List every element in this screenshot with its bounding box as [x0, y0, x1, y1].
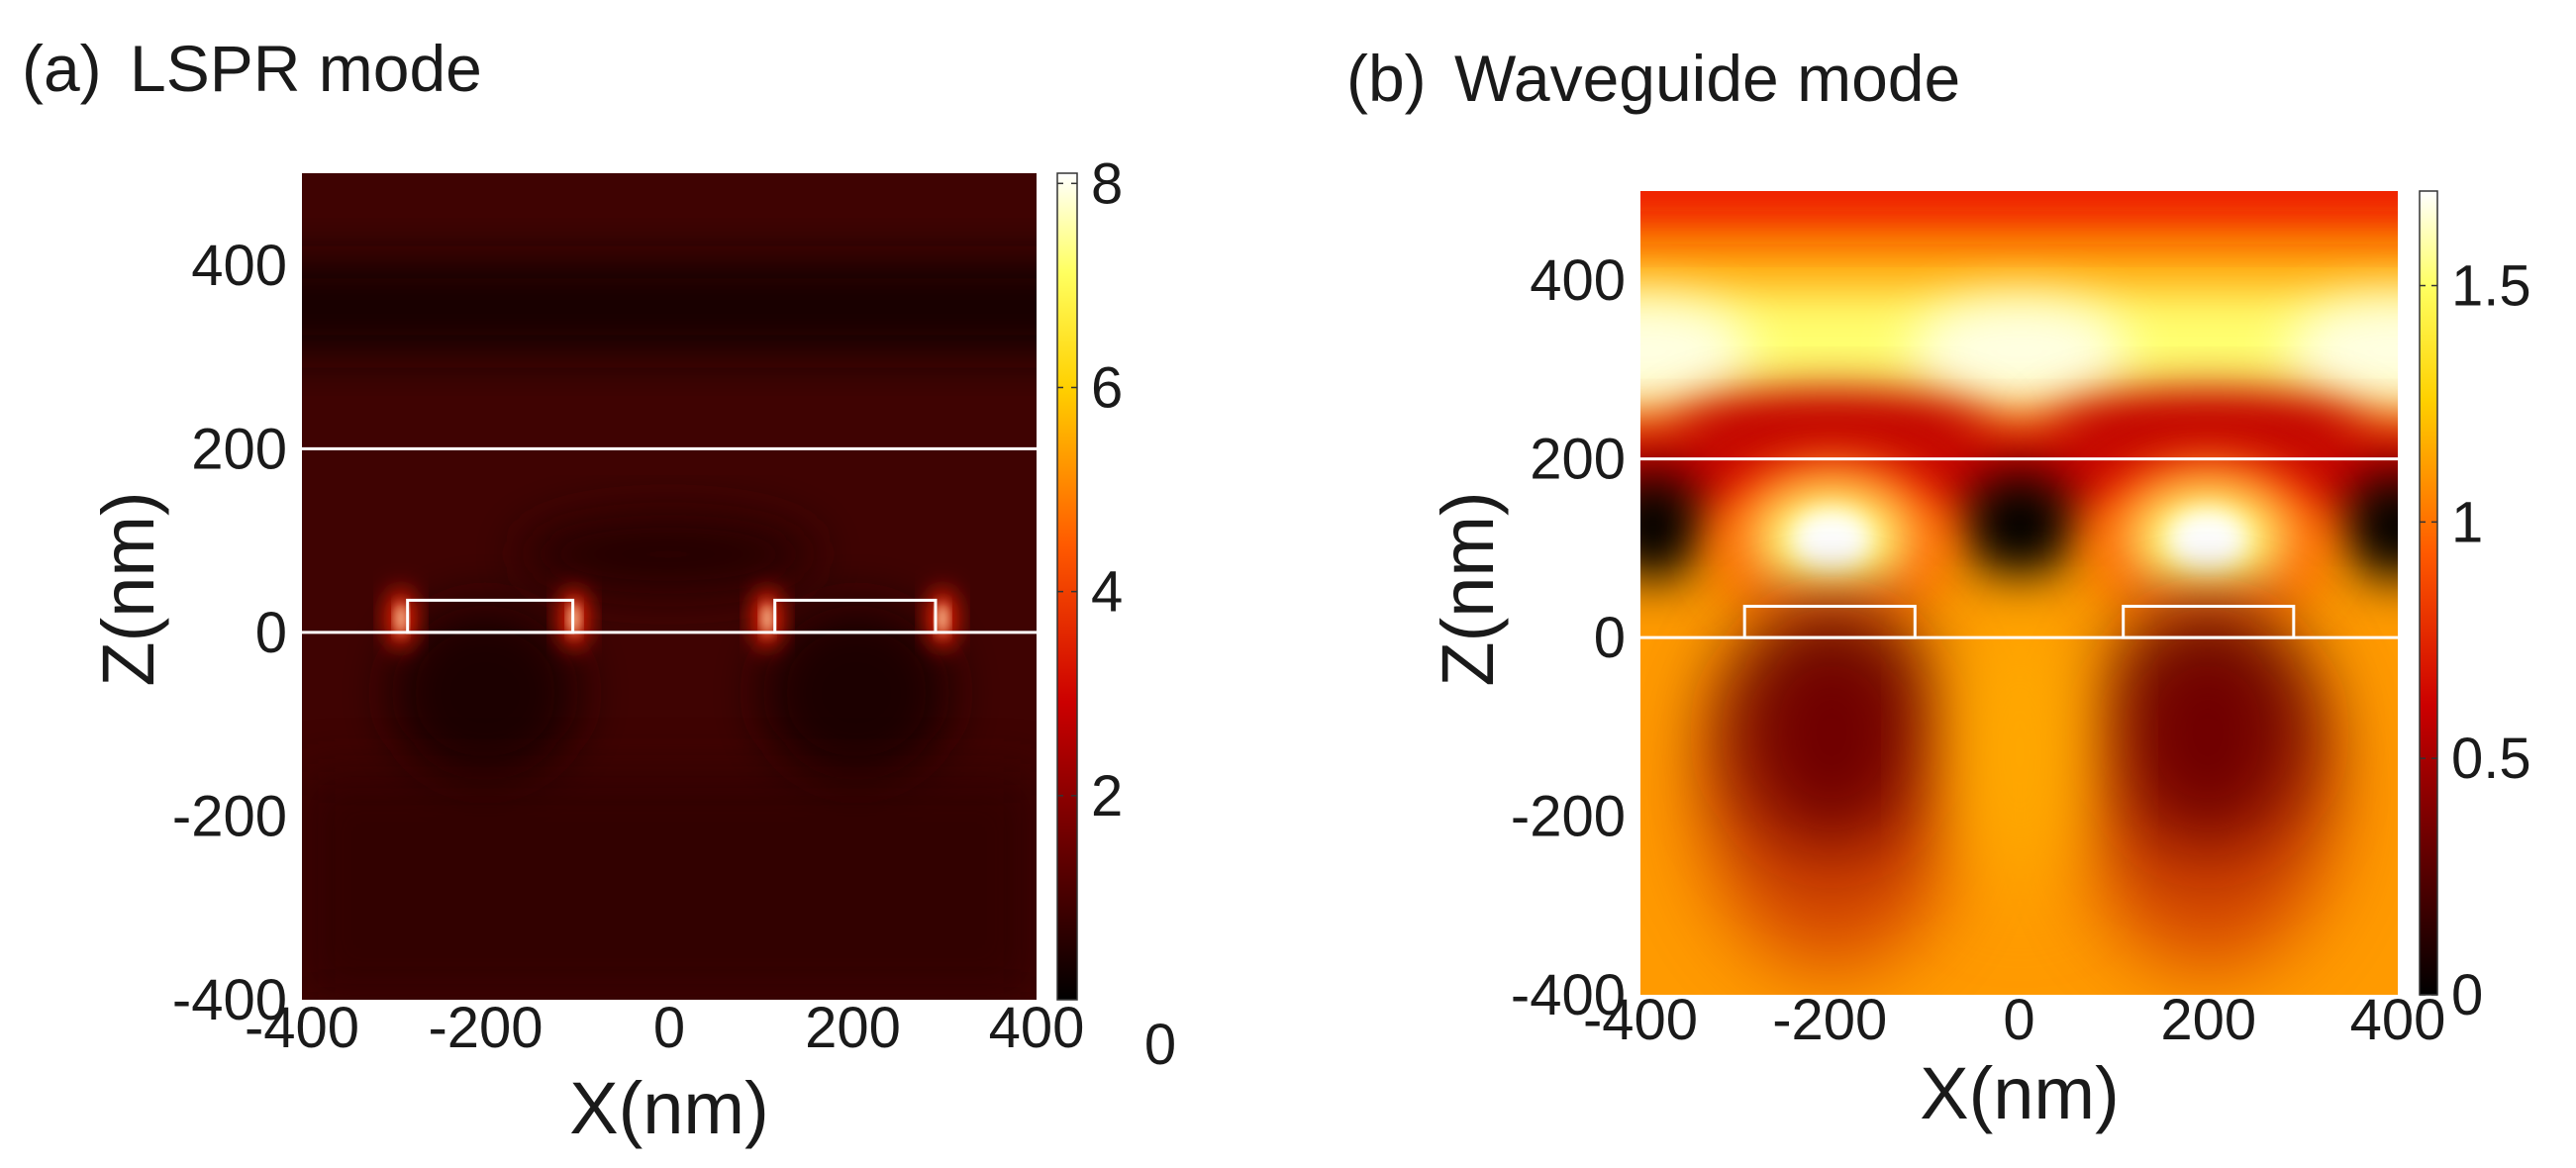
x-tick-label: -200 [428, 996, 543, 1060]
y-tick-label: 0 [255, 601, 287, 665]
panel-a: (a) LSPR mode [22, 32, 1176, 1149]
y-tick-label: -200 [1511, 785, 1626, 849]
colorbar-tick-label: 6 [1091, 355, 1123, 420]
panel-a-title-text: LSPR mode [130, 32, 482, 105]
panel-b-overlay [1640, 457, 2398, 639]
x-tick-label: 200 [2160, 988, 2256, 1052]
colorbar-tick-label: 2 [1091, 764, 1123, 828]
panel-b-x-label: X(nm) [1920, 1052, 2119, 1134]
x-tick-label: 200 [805, 996, 901, 1060]
colorbar-tick-label: 1.5 [2451, 254, 2531, 319]
panel-a-y-label: Z(nm) [87, 491, 169, 686]
y-tick-label: -400 [1511, 963, 1626, 1027]
y-tick-label: 0 [1594, 606, 1626, 670]
panel-b-colorbar-ticks: 0 0.5 1 1.5 [2420, 254, 2531, 1027]
colorbar-tick-label: 0 [2451, 963, 2483, 1027]
x-tick-label: 400 [2350, 988, 2446, 1052]
colorbar-tick-label: 8 [1091, 151, 1123, 216]
panel-a-colorbar-ticks: 2 4 6 8 [1057, 151, 1123, 828]
particle-outline [773, 598, 938, 634]
panel-a-colorbar [1056, 172, 1078, 1001]
panel-b-x-ticks: -400 -200 0 200 400 [1583, 988, 2445, 1052]
x-tick-label: 0 [2003, 988, 2034, 1052]
x-tick-label: -400 [245, 996, 359, 1060]
x-tick-label: 400 [989, 996, 1085, 1060]
x-tick-label: 0 [653, 996, 685, 1060]
colorbar-tick-label: 4 [1091, 560, 1123, 625]
particle-outline [2122, 605, 2296, 639]
panel-b-y-ticks: -400 -200 0 200 400 [1511, 248, 1626, 1027]
colorbar-tick-label: 1 [2451, 490, 2483, 554]
y-tick-label: 400 [1530, 248, 1626, 313]
panel-a-heatmap [302, 173, 1037, 1000]
panel-a-colorbar-zero-label: 0 [1144, 1013, 1176, 1077]
panel-a-overlay [302, 446, 1037, 634]
panel-b-y-label: Z(nm) [1427, 491, 1509, 686]
y-tick-label: -200 [172, 784, 287, 848]
particle-outline [406, 598, 575, 634]
x-tick-label: -200 [1772, 988, 1887, 1052]
panel-a-label: (a) [22, 32, 102, 105]
y-tick-label: 200 [191, 417, 287, 481]
y-tick-label: 200 [1530, 428, 1626, 492]
colorbar-tick-label: 0.5 [2451, 727, 2531, 791]
panel-a-x-ticks: -400 -200 0 200 400 [245, 996, 1084, 1060]
panel-b-title-text: Waveguide mode [1454, 42, 1960, 115]
panel-a-x-label: X(nm) [569, 1067, 768, 1149]
y-tick-label: -400 [172, 968, 287, 1032]
panel-b-title: (b) Waveguide mode [1346, 42, 1960, 115]
y-tick-label: 400 [191, 234, 287, 298]
panel-a-title: (a) LSPR mode [22, 32, 482, 105]
panel-b-label: (b) [1346, 42, 1427, 115]
panel-b-heatmap [1640, 191, 2398, 995]
panel-b-colorbar [2419, 190, 2438, 996]
particle-outline [1742, 605, 1917, 639]
panel-a-y-ticks: -400 -200 0 200 400 [172, 234, 287, 1032]
x-tick-label: -400 [1583, 988, 1698, 1052]
panel-b: (b) Waveguide mode [1346, 42, 2531, 1134]
